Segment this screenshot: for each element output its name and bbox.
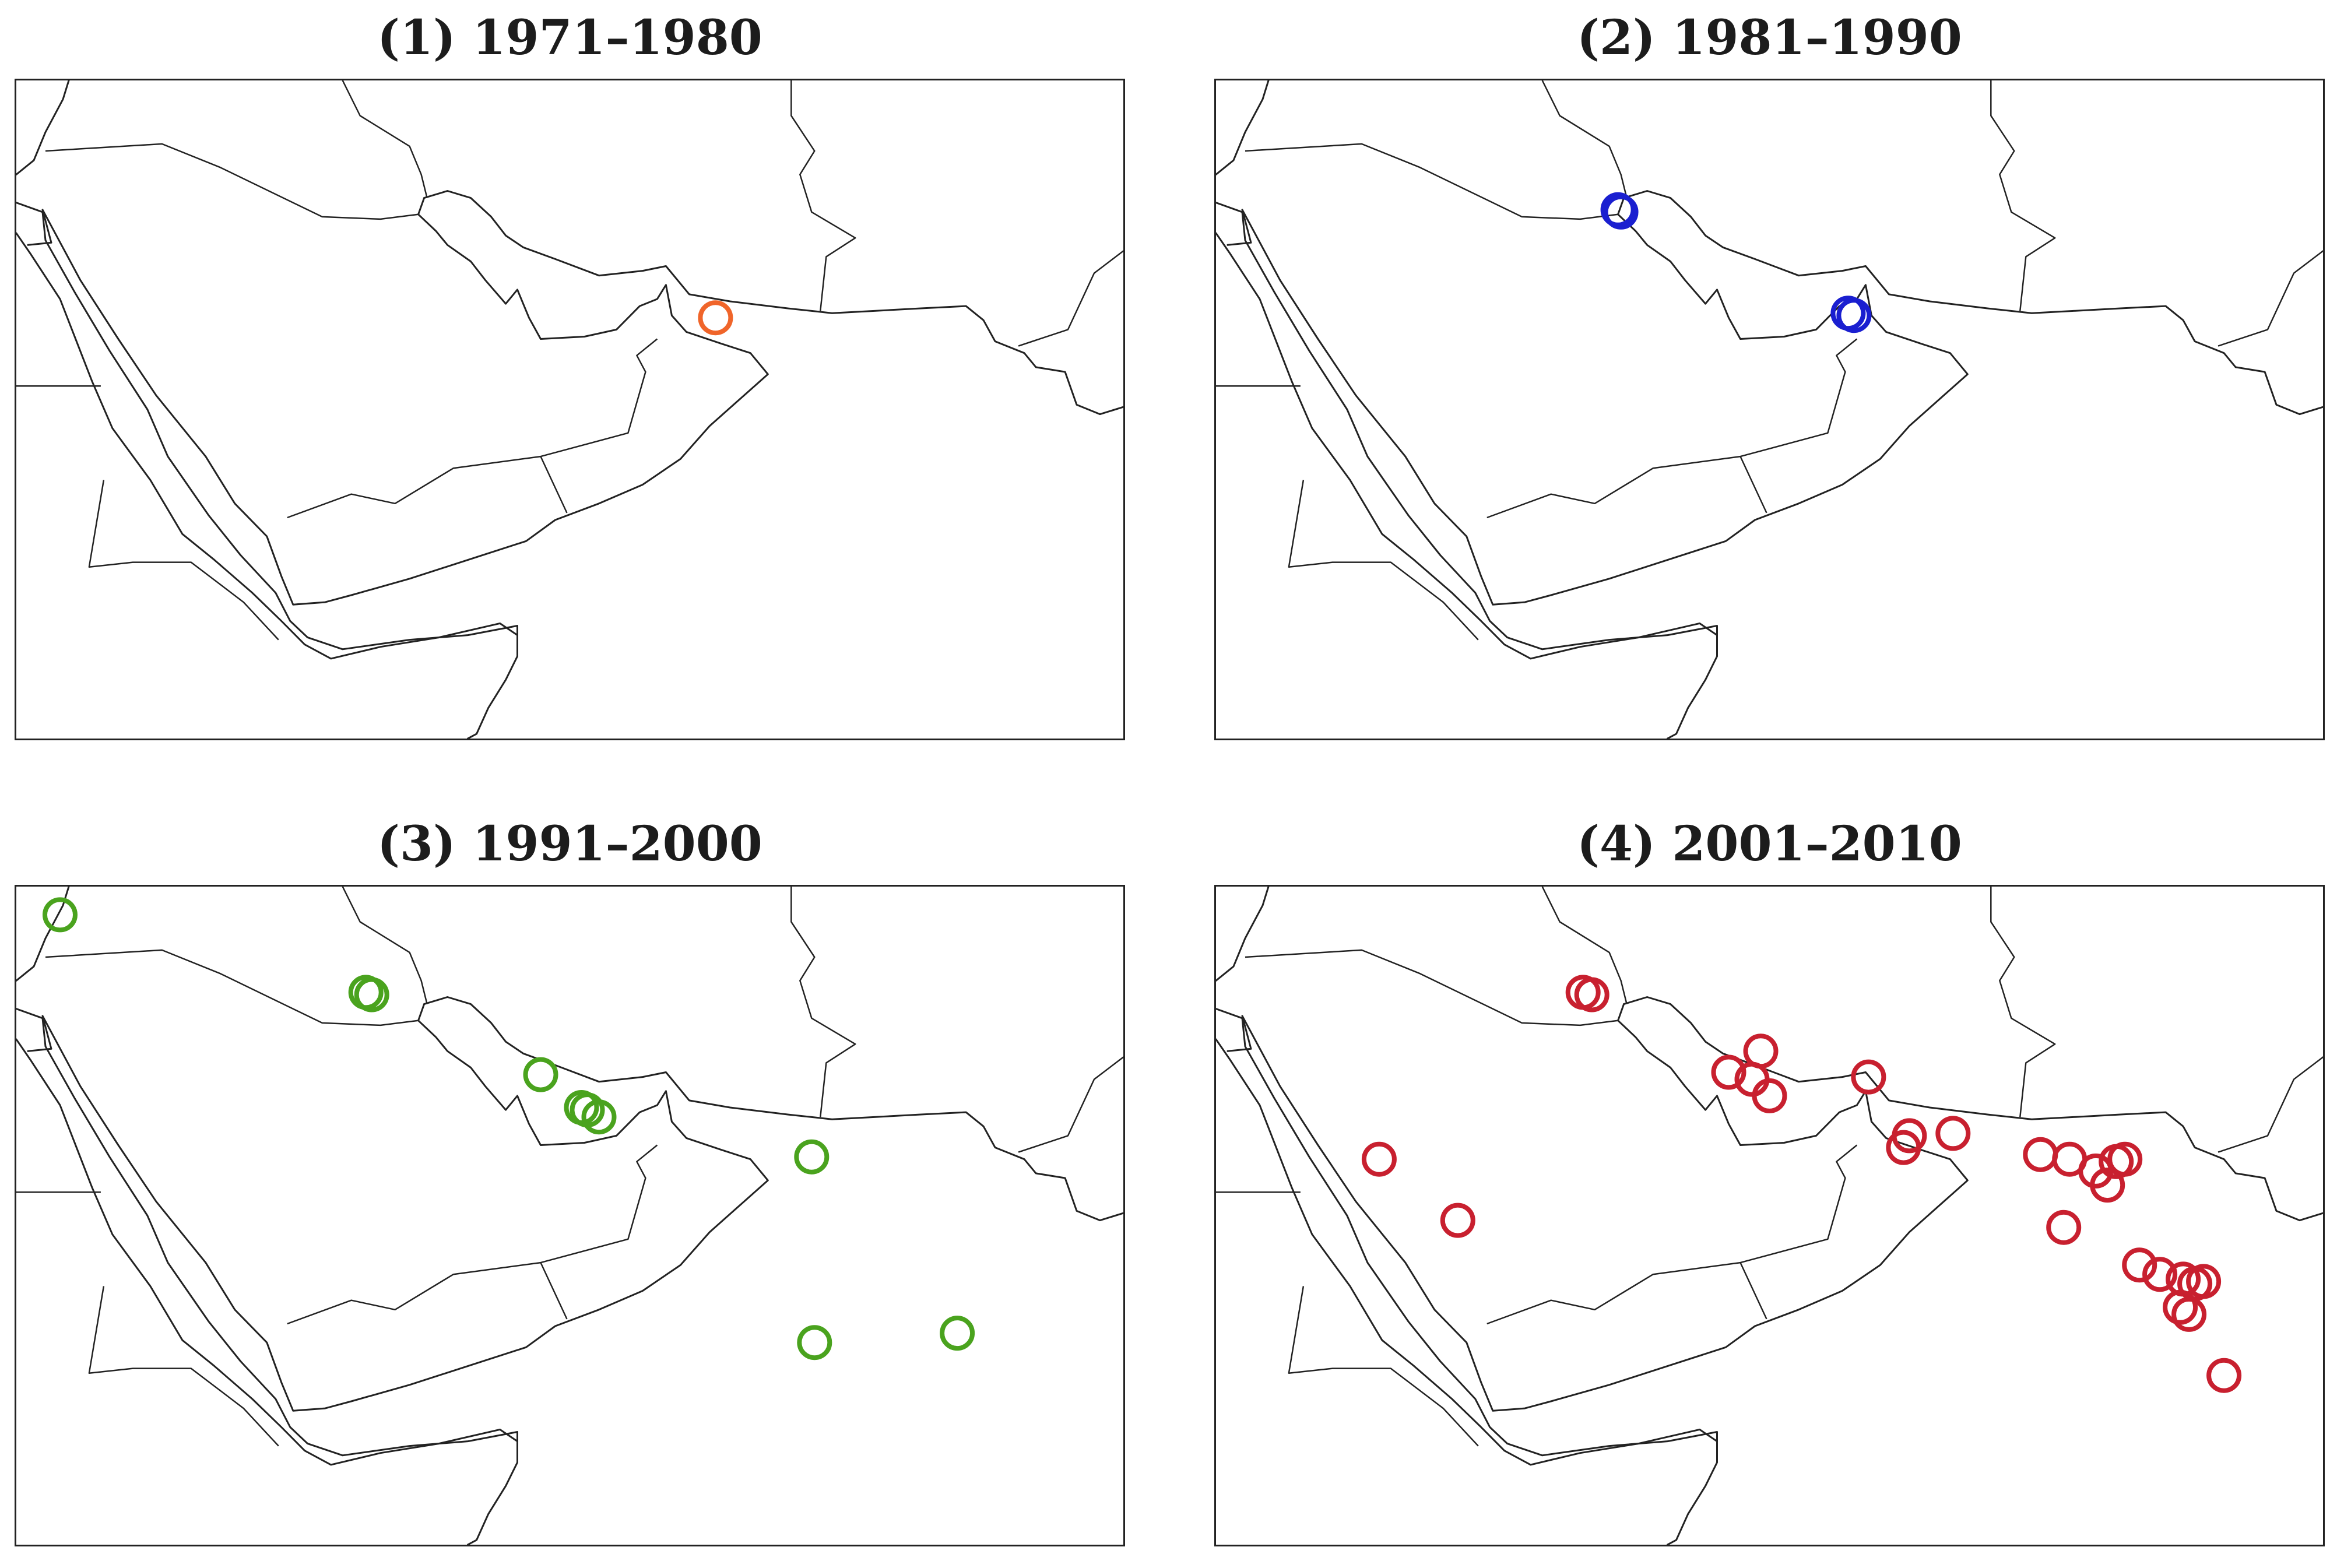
map-panel-2001-2010: (4) 2001–2010 <box>1214 812 2325 1549</box>
coastline-red-sea-west <box>1216 202 1718 739</box>
border-saudi-yemen-oman <box>287 1144 658 1325</box>
event-marker <box>2023 1137 2058 1172</box>
coastline-horn-of-africa <box>16 1038 518 1466</box>
panel-title: (3) 1991–2000 <box>377 816 762 872</box>
coastline-iran-pakistan-india <box>423 190 1123 416</box>
border-iraq-iran <box>342 887 428 1004</box>
coastline-iran-pakistan-india <box>1623 190 2323 416</box>
border-sudan-eritrea <box>1288 480 1479 641</box>
border-jordan-iraq <box>45 143 419 220</box>
event-marker <box>2171 1296 2207 1332</box>
map-canvas <box>1216 887 2323 1545</box>
border-jordan-iraq <box>1245 143 1618 220</box>
map-canvas <box>16 887 1123 1545</box>
coastline-mediterranean <box>1216 887 1270 982</box>
event-marker <box>1743 1033 1779 1069</box>
map-panel-1971-1980: (1) 1971–1980 <box>15 6 1125 743</box>
coastline-red-sea-west <box>16 1008 518 1545</box>
border-oman-yemen <box>540 456 568 514</box>
event-marker <box>1574 977 1609 1012</box>
event-marker <box>1935 1116 1971 1151</box>
border-iran-pakistan <box>1990 80 2056 311</box>
event-marker <box>2186 1264 2222 1299</box>
event-marker <box>2142 1257 2178 1292</box>
event-marker <box>797 1325 832 1360</box>
coastline-iran-pakistan-india <box>423 996 1123 1222</box>
coastline-arabia <box>27 1003 769 1412</box>
coastline-mediterranean <box>1216 80 1270 175</box>
coastline-iran-pakistan-india <box>1623 996 2323 1222</box>
border-pakistan-india <box>2217 1056 2323 1153</box>
coastline-horn-of-africa <box>1216 1038 1718 1466</box>
coastline-arabia <box>27 197 769 606</box>
map-frame <box>1214 885 2325 1546</box>
panel-title: (4) 2001–2010 <box>1577 816 1962 872</box>
event-marker <box>2206 1358 2242 1393</box>
border-iran-pakistan <box>790 80 856 311</box>
border-jordan-iraq <box>1245 949 1618 1026</box>
map-canvas <box>1216 80 2323 739</box>
event-marker <box>794 1139 830 1175</box>
border-sudan-eritrea <box>1288 1286 1479 1447</box>
event-marker <box>1836 298 1872 333</box>
panel-title: (2) 1981–1990 <box>1577 10 1962 66</box>
border-sudan-eritrea <box>88 1286 279 1447</box>
event-marker <box>2046 1210 2082 1245</box>
map-panel-1981-1990: (2) 1981–1990 <box>1214 6 2325 743</box>
map-panel-1991-2000: (3) 1991–2000 <box>15 812 1125 1549</box>
border-pakistan-india <box>1018 1056 1123 1153</box>
border-iran-pakistan <box>790 887 856 1117</box>
panel-title: (1) 1971–1980 <box>377 10 762 66</box>
event-marker <box>581 1099 617 1135</box>
border-oman-yemen <box>540 1262 568 1320</box>
event-marker <box>1361 1141 1397 1177</box>
border-iraq-iran <box>1541 80 1628 198</box>
border-iran-pakistan <box>1990 887 2056 1117</box>
border-pakistan-india <box>1018 249 1123 347</box>
coastline-horn-of-africa <box>1216 232 1718 660</box>
event-marker <box>2122 1247 2157 1283</box>
event-marker <box>523 1057 558 1092</box>
border-oman-yemen <box>1739 456 1767 514</box>
map-frame <box>15 885 1125 1546</box>
coastline-red-sea-west <box>1216 1008 1718 1545</box>
coastline-horn-of-africa <box>16 232 518 660</box>
map-frame <box>1214 79 2325 740</box>
event-marker <box>2107 1141 2143 1177</box>
border-jordan-iraq <box>45 949 419 1026</box>
event-marker <box>43 897 78 933</box>
event-marker <box>1886 1130 1921 1165</box>
coastline-arabia <box>1227 197 1969 606</box>
border-saudi-yemen-oman <box>1486 1144 1858 1325</box>
event-marker <box>2163 1289 2198 1325</box>
coastline-arabia <box>1227 1003 1969 1412</box>
coastline-red-sea-west <box>16 202 518 739</box>
event-marker <box>1851 1059 1886 1095</box>
border-iraq-iran <box>342 80 428 198</box>
map-frame <box>15 79 1125 740</box>
border-sudan-eritrea <box>88 480 279 641</box>
event-marker <box>2090 1168 2125 1203</box>
event-marker <box>940 1316 975 1351</box>
border-iraq-iran <box>1541 887 1628 1004</box>
border-saudi-yemen-oman <box>1486 338 1858 519</box>
border-saudi-yemen-oman <box>287 338 658 519</box>
map-canvas <box>16 80 1123 739</box>
event-marker <box>1603 194 1639 230</box>
event-marker <box>1711 1054 1746 1090</box>
event-marker <box>354 977 389 1012</box>
event-marker <box>698 300 733 336</box>
border-pakistan-india <box>2217 249 2323 347</box>
event-marker <box>1752 1078 1787 1113</box>
event-marker <box>1440 1203 1475 1238</box>
coastline-mediterranean <box>16 80 70 175</box>
border-oman-yemen <box>1739 1262 1767 1320</box>
